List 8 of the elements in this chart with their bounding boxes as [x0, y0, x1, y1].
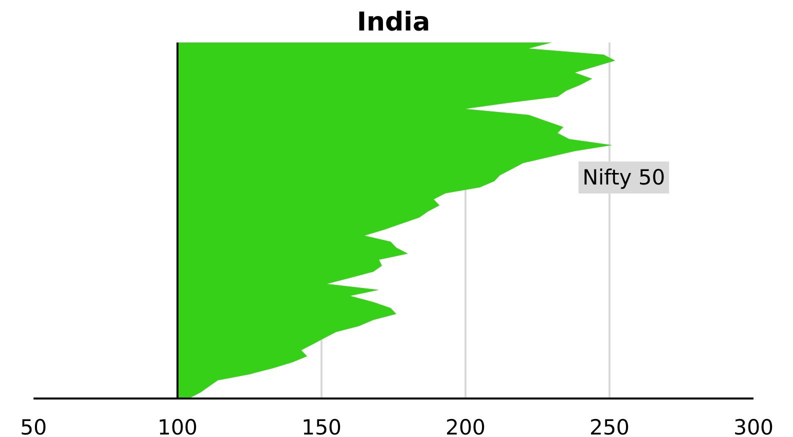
x-tick-label: 200: [445, 416, 486, 437]
series-label: Nifty 50: [582, 166, 666, 190]
x-tick-label: 250: [589, 416, 630, 437]
x-tick-label: 300: [733, 416, 774, 437]
x-tick-label: 100: [157, 416, 198, 437]
x-tick-label: 150: [301, 416, 342, 437]
chart-title: India: [356, 8, 430, 38]
x-tick-label: 50: [20, 416, 47, 437]
